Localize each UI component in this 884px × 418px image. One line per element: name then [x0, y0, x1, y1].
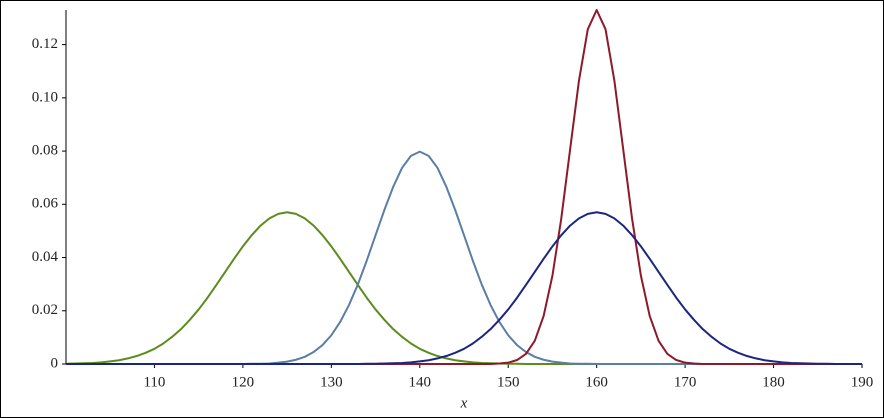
x-tick-label: 110	[143, 374, 165, 390]
x-tick-label: 160	[585, 374, 608, 390]
x-tick-label: 180	[762, 374, 785, 390]
x-tick-label: 130	[320, 374, 343, 390]
y-tick-label: 0	[51, 355, 59, 371]
x-tick-label: 170	[674, 374, 697, 390]
curve	[66, 211, 862, 365]
x-tick-label: 140	[409, 374, 432, 390]
y-tick-label: 0.04	[32, 249, 59, 265]
y-tick-label: 0.06	[32, 196, 59, 212]
y-tick-label: 0.12	[32, 36, 58, 52]
x-tick-label: 150	[497, 374, 520, 390]
x-axis-label: x	[460, 395, 468, 411]
y-tick-label: 0.08	[32, 143, 58, 159]
x-tick-label: 120	[232, 374, 255, 390]
y-tick-label: 0.02	[32, 302, 58, 318]
y-tick-label: 0.10	[32, 89, 58, 105]
x-tick-label: 190	[851, 374, 874, 390]
